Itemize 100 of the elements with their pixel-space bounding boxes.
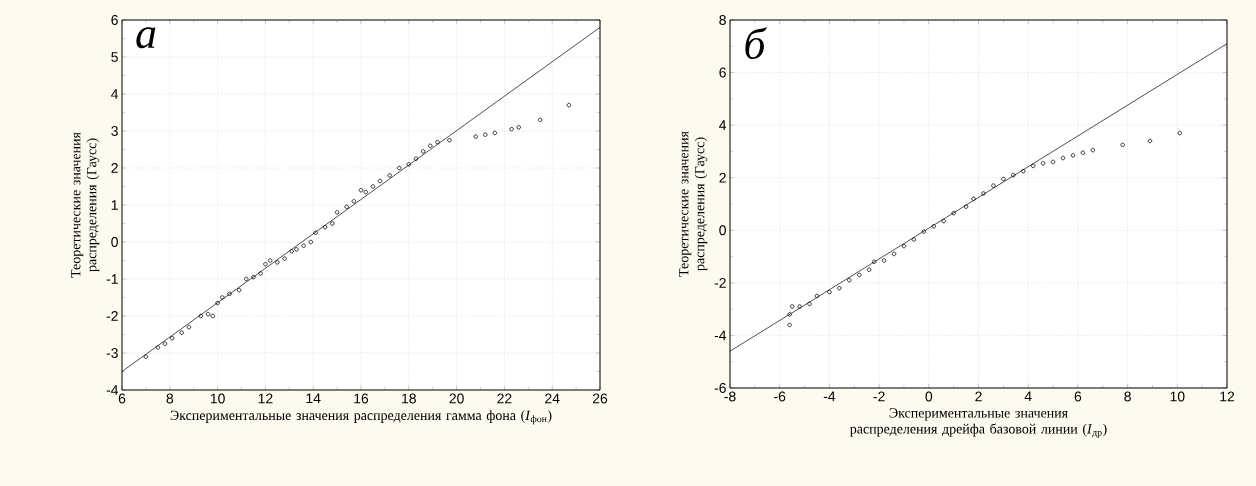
y-tick-label: -1 xyxy=(106,274,118,284)
point xyxy=(334,210,340,215)
point xyxy=(971,196,976,201)
x-tick-label: 12 xyxy=(258,393,273,404)
point xyxy=(358,188,364,193)
point xyxy=(483,132,488,137)
point xyxy=(789,304,795,309)
y-tick-label: 4 xyxy=(111,89,119,99)
point xyxy=(406,162,411,167)
point xyxy=(263,262,268,267)
point xyxy=(797,304,802,309)
point xyxy=(251,274,256,280)
point xyxy=(787,312,792,317)
y-tick-label: 5 xyxy=(111,52,118,62)
x-tick-label: -4 xyxy=(823,391,836,402)
point xyxy=(227,291,232,296)
point xyxy=(1030,163,1036,169)
x-axis-title: Экспериментальные значения распределения дрейфа базовой линии (I$_{др}$) xyxy=(850,408,1107,438)
point xyxy=(143,354,149,359)
point xyxy=(1177,130,1182,136)
point xyxy=(814,293,820,299)
point xyxy=(313,230,318,235)
point xyxy=(170,336,175,341)
point xyxy=(387,173,392,178)
point xyxy=(847,278,852,283)
x-tick-label: -6 xyxy=(774,391,786,402)
point xyxy=(1001,176,1006,182)
point xyxy=(351,199,357,204)
y-tick-label: 2 xyxy=(719,172,726,183)
y-tick-label: 8 xyxy=(719,15,726,25)
point xyxy=(377,178,383,184)
y-tick-label: -6 xyxy=(714,383,726,393)
point xyxy=(198,313,204,319)
point xyxy=(857,272,862,278)
point xyxy=(244,276,249,282)
y-tick-label: -2 xyxy=(714,277,726,288)
point xyxy=(951,211,956,216)
point xyxy=(413,156,419,161)
point xyxy=(1090,147,1096,153)
point xyxy=(162,341,168,346)
y-tick-label: 1 xyxy=(111,200,118,210)
y-tick-label: 0 xyxy=(719,225,726,236)
y-axis-title: Теоретические значения распределения (Гаусс) xyxy=(71,132,100,278)
x-tick-label: 4 xyxy=(1024,391,1032,402)
point xyxy=(205,311,211,317)
point xyxy=(301,243,306,248)
point xyxy=(538,117,543,123)
x-tick-label: 20 xyxy=(449,393,464,404)
point xyxy=(1011,172,1016,178)
point xyxy=(1021,168,1026,174)
y-tick-label: 3 xyxy=(111,126,118,136)
x-axis-title: Экспериментальные значения распределения гамма фона (I$_{фон}$) xyxy=(170,410,552,425)
y-tick-label: -3 xyxy=(106,348,118,358)
annotation: б xyxy=(745,27,767,59)
point xyxy=(827,289,832,295)
point xyxy=(866,267,872,272)
point xyxy=(275,260,280,265)
x-tick-label: 26 xyxy=(592,393,608,404)
point xyxy=(516,125,521,130)
point xyxy=(921,229,927,234)
x-tick-label: 6 xyxy=(118,393,126,404)
x-tick-label: 22 xyxy=(497,393,512,404)
y-tick-label: 6 xyxy=(719,67,726,78)
x-tick-label: 18 xyxy=(402,393,416,404)
point xyxy=(837,285,842,291)
point xyxy=(991,183,996,188)
point xyxy=(397,165,402,171)
point xyxy=(901,243,907,249)
x-tick-label: 14 xyxy=(306,393,321,404)
x-tick-label: 8 xyxy=(166,393,174,404)
point xyxy=(289,249,294,254)
point xyxy=(267,258,273,263)
point xyxy=(911,237,917,242)
point xyxy=(370,184,376,189)
point xyxy=(1050,159,1056,165)
x-tick-label: 2 xyxy=(975,391,982,402)
x-tick-label: 10 xyxy=(1170,391,1185,402)
point xyxy=(1060,155,1066,161)
point xyxy=(871,259,877,265)
point xyxy=(179,330,184,335)
point xyxy=(308,239,314,245)
x-tick-label: 8 xyxy=(1124,391,1131,402)
point xyxy=(294,247,299,252)
point xyxy=(420,149,426,154)
point xyxy=(215,300,220,306)
point xyxy=(210,313,216,319)
point xyxy=(981,191,986,196)
point xyxy=(1040,161,1046,166)
x-tick-label: 6 xyxy=(1074,391,1082,402)
point xyxy=(891,251,897,257)
y-tick-label: 0 xyxy=(111,237,118,247)
y-tick-label: 6 xyxy=(111,15,118,25)
point xyxy=(236,287,242,293)
point xyxy=(282,256,287,261)
point xyxy=(931,224,936,229)
y-tick-label: -4 xyxy=(714,330,727,341)
point xyxy=(258,271,263,276)
y-axis-title: Теоретические значения распределения (Гаусс) xyxy=(679,131,708,277)
point xyxy=(473,134,478,139)
x-tick-label: 0 xyxy=(925,391,933,402)
